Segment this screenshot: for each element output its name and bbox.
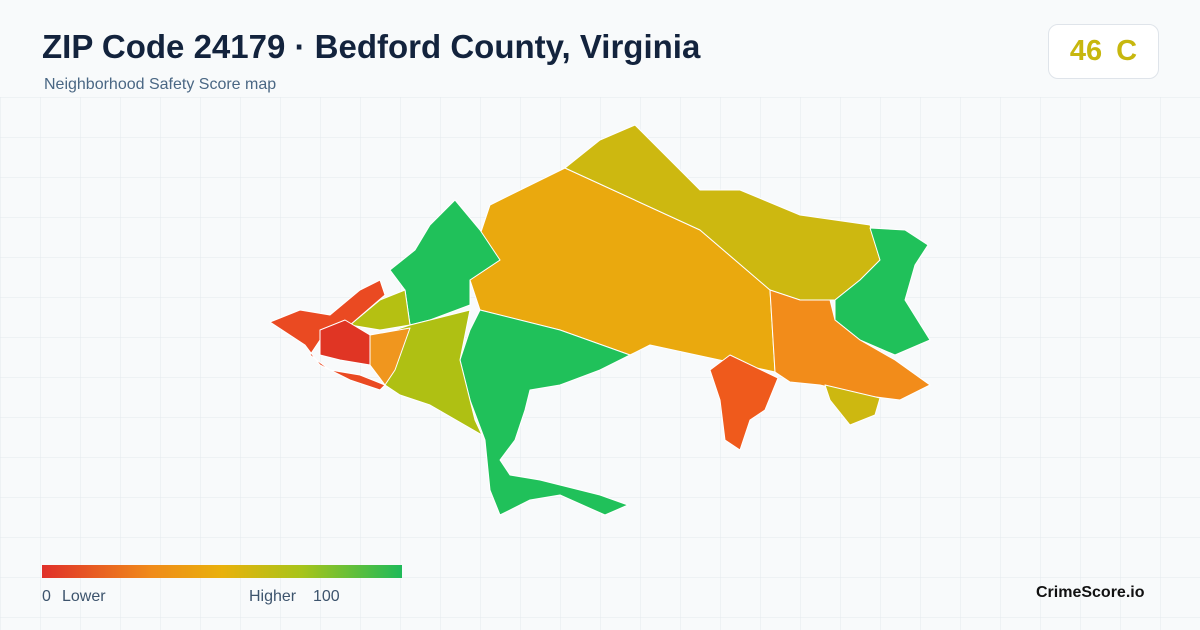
subtitle: Neighborhood Safety Score map: [44, 76, 277, 93]
legend-min: 0: [42, 588, 51, 605]
title: ZIP Code 24179 · Bedford County, Virgini…: [42, 28, 701, 65]
brand: CrimeScore.io: [1036, 584, 1145, 601]
score-value: 46: [1069, 35, 1103, 67]
region: [459, 309, 631, 516]
legend-min-label: Lower: [62, 588, 106, 605]
legend-max: 100: [313, 588, 340, 605]
score-grade: C: [1116, 35, 1138, 67]
region: [834, 227, 931, 356]
region: [319, 319, 371, 366]
region: [769, 289, 931, 401]
legend-gradient: [42, 565, 402, 578]
region: [709, 354, 779, 451]
region: [824, 384, 881, 426]
legend-max-label: Higher: [249, 588, 297, 605]
score-badge: 46 C: [1048, 24, 1159, 79]
